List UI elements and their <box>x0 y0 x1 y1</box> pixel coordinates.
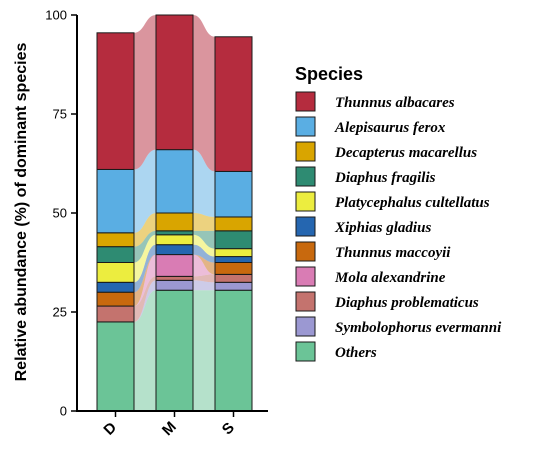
bar-platycephalus-cultellatus-M <box>155 234 194 246</box>
y-tick-label-100: 100 <box>45 8 67 23</box>
legend-label-alepisaurus-ferox: Alepisaurus ferox <box>334 120 446 136</box>
bar-mola-alexandrine-M <box>155 254 194 277</box>
legend-label-decapterus-macarellus: Decapterus macarellus <box>334 145 477 161</box>
legend-label-mola-alexandrine: Mola alexandrine <box>334 270 446 286</box>
flow-diaphus-problematicus-0 <box>134 276 156 322</box>
bar-diaphus-problematicus-S <box>214 273 253 283</box>
flow-decapterus-macarellus-0 <box>134 213 156 247</box>
legend: Species Thunnus albacares Alepisaurus fer… <box>295 64 502 362</box>
bar-xiphias-gladius-S <box>214 256 253 263</box>
legend-label-others: Others <box>335 345 377 361</box>
legend-swatch-mola-alexandrine <box>295 266 316 287</box>
flow-diaphus-fragilis-1 <box>193 230 215 249</box>
bar-xiphias-gladius-M <box>155 244 194 256</box>
flow-thunnus-albacares-0 <box>134 15 156 170</box>
flow-alepisaurus-ferox-0 <box>134 149 156 233</box>
x-tick-label-S: S <box>219 419 238 438</box>
flow-platycephalus-cultellatus-1 <box>193 234 215 257</box>
flow-xiphias-gladius-1 <box>193 244 215 263</box>
flow-xiphias-gladius-0 <box>134 244 156 293</box>
bar-platycephalus-cultellatus-D <box>96 262 135 283</box>
y-tick-label-0: 0 <box>60 404 67 419</box>
flow-thunnus-albacares-1 <box>193 15 215 172</box>
bar-diaphus-fragilis-M <box>155 230 194 236</box>
flow-others-0 <box>134 290 156 411</box>
legend-label-thunnus-maccoyii: Thunnus maccoyii <box>335 245 451 261</box>
bar-xiphias-gladius-D <box>96 281 135 293</box>
bar-thunnus-albacares-D <box>96 32 135 170</box>
y-tick-label-75: 75 <box>53 107 67 122</box>
flow-decapterus-macarellus-1 <box>193 213 215 231</box>
legend-label-xiphias-gladius: Xiphias gladius <box>334 220 431 236</box>
flow-mola-alexandrine-1 <box>193 254 215 277</box>
bar-diaphus-fragilis-D <box>96 246 135 264</box>
legend-swatch-diaphus-problematicus <box>295 291 316 312</box>
legend-swatch-decapterus-macarellus <box>295 141 316 162</box>
legend-label-thunnus-albacares: Thunnus albacares <box>335 95 455 111</box>
bar-thunnus-albacares-S <box>214 36 253 172</box>
y-tick-label-25: 25 <box>53 305 67 320</box>
legend-swatch-thunnus-albacares <box>295 91 316 112</box>
legend-swatch-thunnus-maccoyii <box>295 241 316 262</box>
bar-decapterus-macarellus-S <box>214 216 253 232</box>
x-tick-label-D: D <box>100 419 120 439</box>
flow-platycephalus-cultellatus-0 <box>134 234 156 283</box>
y-axis-title: Relative abundance (%) of dominant speci… <box>13 43 30 382</box>
flow-diaphus-problematicus-1 <box>193 274 215 283</box>
bar-diaphus-problematicus-M <box>155 275 194 281</box>
bar-alepisaurus-ferox-S <box>214 170 253 218</box>
bar-others-M <box>155 289 194 412</box>
legend-swatch-alepisaurus-ferox <box>295 116 316 137</box>
legend-swatch-platycephalus-cultellatus <box>295 191 316 212</box>
legend-swatch-symbolophorus-evermanni <box>295 316 316 337</box>
legend-label-platycephalus-cultellatus: Platycephalus cultellatus <box>335 195 490 211</box>
y-tick-label-50: 50 <box>53 206 67 221</box>
bar-decapterus-macarellus-M <box>155 212 194 232</box>
legend-title: Species <box>295 64 363 84</box>
bar-diaphus-problematicus-D <box>96 305 135 323</box>
bar-others-D <box>96 321 135 412</box>
flow-others-1 <box>193 290 215 411</box>
bar-alepisaurus-ferox-M <box>155 149 194 214</box>
legend-swatch-diaphus-fragilis <box>295 166 316 187</box>
legend-label-symbolophorus-evermanni: Symbolophorus evermanni <box>335 320 502 336</box>
legend-swatch-others <box>295 341 316 362</box>
bar-symbolophorus-evermanni-S <box>214 281 253 291</box>
flow-alepisaurus-ferox-1 <box>193 149 215 217</box>
bar-symbolophorus-evermanni-M <box>155 279 194 291</box>
bar-platycephalus-cultellatus-S <box>214 248 253 258</box>
legend-label-diaphus-problematicus: Diaphus problematicus <box>334 295 479 311</box>
bar-thunnus-albacares-M <box>155 14 194 151</box>
alluvial-flows <box>134 15 215 411</box>
stacked-bars <box>96 14 253 412</box>
bar-others-S <box>214 289 253 412</box>
bar-decapterus-macarellus-D <box>96 232 135 248</box>
flow-thunnus-maccoyii-0 <box>134 254 156 307</box>
flow-diaphus-fragilis-0 <box>134 230 156 263</box>
bar-thunnus-maccoyii-S <box>214 262 253 275</box>
bar-alepisaurus-ferox-D <box>96 168 135 234</box>
legend-swatch-xiphias-gladius <box>295 216 316 237</box>
flow-symbolophorus-evermanni-1 <box>193 280 215 291</box>
y-ticks: 0 25 50 75 100 <box>45 8 77 419</box>
bar-diaphus-fragilis-S <box>214 230 253 250</box>
bar-thunnus-maccoyii-D <box>96 291 135 307</box>
flow-thunnus-maccoyii-1 <box>193 254 215 275</box>
legend-label-diaphus-fragilis: Diaphus fragilis <box>334 170 436 186</box>
x-tick-label-M: M <box>159 418 180 439</box>
